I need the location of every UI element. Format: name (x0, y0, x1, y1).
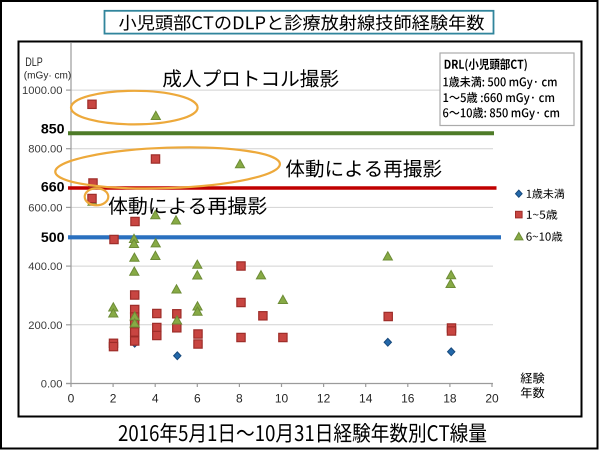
svg-text:0: 0 (68, 392, 75, 406)
svg-text:12: 12 (317, 392, 331, 406)
svg-text:8: 8 (236, 392, 243, 406)
svg-text:4: 4 (152, 392, 159, 406)
svg-text:1000.00: 1000.00 (22, 85, 62, 97)
svg-text:18: 18 (443, 392, 457, 406)
svg-text:(mGy· cm): (mGy· cm) (24, 70, 72, 82)
svg-text:0.00: 0.00 (41, 379, 63, 391)
svg-text:400.00: 400.00 (28, 261, 62, 273)
svg-text:500: 500 (41, 230, 65, 246)
svg-text:800.00: 800.00 (28, 144, 62, 156)
svg-text:10: 10 (275, 392, 289, 406)
svg-text:2: 2 (110, 392, 117, 406)
svg-text:16: 16 (401, 392, 415, 406)
svg-text:850: 850 (41, 122, 65, 138)
svg-text:200.00: 200.00 (28, 320, 62, 332)
svg-text:20: 20 (485, 392, 499, 406)
svg-text:660: 660 (41, 179, 65, 195)
svg-text:DLP: DLP (25, 55, 43, 69)
svg-text:6: 6 (194, 392, 201, 406)
svg-text:600.00: 600.00 (28, 202, 62, 214)
svg-text:14: 14 (359, 392, 373, 406)
